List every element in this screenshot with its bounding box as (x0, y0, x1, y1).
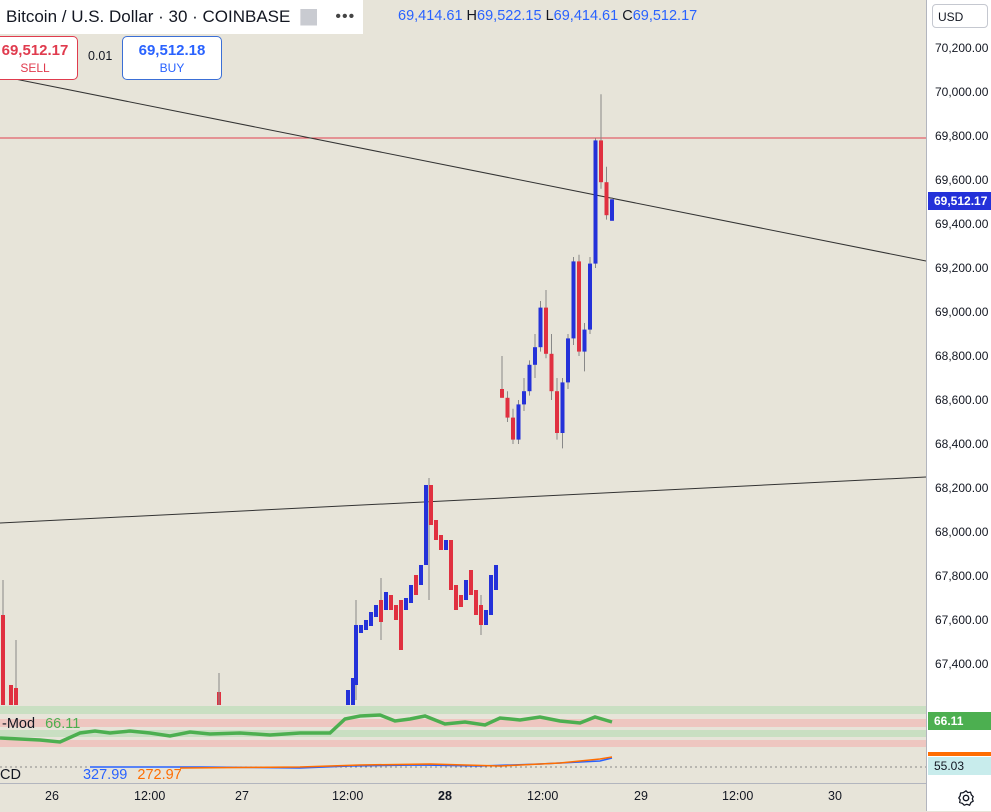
candle-body (522, 391, 526, 405)
price-tick: 69,800.00 (935, 129, 989, 143)
ohlc-low: 69,414.61 (553, 8, 619, 24)
more-dots-icon[interactable]: ••• (335, 8, 356, 25)
price-tick: 68,000.00 (935, 525, 989, 539)
ohlc-close-label: C (622, 8, 633, 24)
time-tick: 27 (235, 789, 249, 803)
last-price-label: 69,512.17 (928, 192, 991, 210)
symbol-legend[interactable]: Bitcoin / U.S. Dollar · 30 · COINBASE ••… (0, 0, 364, 34)
time-tick: 29 (634, 789, 648, 803)
candle-body (544, 307, 548, 354)
price-tick: 69,400.00 (935, 217, 989, 231)
indicator-1-line (0, 713, 613, 744)
ohlc-close: 69,512.17 (632, 8, 698, 24)
candle-body (610, 199, 614, 221)
time-tick: 12:00 (722, 789, 754, 803)
candle-body (555, 391, 559, 433)
candles-recent (500, 94, 614, 449)
candle-body (588, 263, 592, 330)
indicator-1-name: -Mod (2, 716, 36, 732)
indicator-2-name: CD (0, 767, 21, 783)
candle-body (538, 307, 543, 348)
time-tick: 12:00 (134, 789, 166, 803)
candle-body (577, 261, 581, 352)
indicator-1-legend[interactable]: -Mod 66.11 (2, 716, 80, 732)
spread-value: 0.01 (88, 49, 113, 63)
candle-body (516, 404, 521, 440)
symbol-title: Bitcoin / U.S. Dollar · 30 · COINBASE (6, 7, 291, 26)
indicator-pane-2 (0, 756, 926, 769)
upper-trend-line[interactable] (0, 75, 926, 262)
candle-body (593, 140, 598, 264)
candle-body (533, 347, 537, 365)
price-tick: 68,800.00 (935, 349, 989, 363)
currency-selector[interactable]: USD (932, 4, 988, 28)
time-tick: 30 (828, 789, 842, 803)
price-tick: 67,600.00 (935, 613, 989, 627)
price-tick: 68,400.00 (935, 437, 989, 451)
indicator-1-axis-label: 66.11 (928, 712, 991, 730)
candle-body (560, 382, 565, 433)
candle-body (549, 353, 554, 392)
sell-label: SELL (20, 61, 50, 75)
flag-icon[interactable] (300, 8, 318, 26)
sell-button[interactable]: 69,512.17 SELL (0, 36, 78, 80)
candle-body (599, 140, 603, 183)
price-tick: 67,400.00 (935, 657, 989, 671)
candle-body (566, 338, 570, 383)
time-tick: 12:00 (332, 789, 364, 803)
lower-trend-line[interactable] (0, 476, 926, 524)
indicator-pane-1 (0, 706, 926, 747)
candles-background (1, 478, 498, 705)
buy-button[interactable]: 69,512.18 BUY (122, 36, 222, 80)
price-tick: 69,600.00 (935, 173, 989, 187)
price-tick: 70,000.00 (935, 85, 989, 99)
ohlc-high: 69,522.15 (477, 8, 542, 24)
candle-body (582, 329, 587, 352)
price-tick: 68,600.00 (935, 393, 989, 407)
ohlc-values: 69,414.61 H69,522.15 L69,414.61 C69,512.… (398, 8, 697, 24)
indicator-1-value: 66.11 (45, 716, 81, 732)
buy-price: 69,512.18 (138, 42, 206, 59)
indicator-2-axis-marker (928, 752, 991, 756)
price-tick: 69,000.00 (935, 305, 989, 319)
price-chart[interactable] (0, 0, 926, 811)
indicator-2-value-2: 272.97 (137, 767, 182, 783)
sell-price: 69,512.17 (1, 42, 69, 59)
time-tick: 12:00 (527, 789, 559, 803)
candle-body (500, 389, 504, 398)
ohlc-high-label: H (466, 8, 478, 24)
gear-icon[interactable] (957, 789, 975, 807)
price-tick: 70,200.00 (935, 41, 989, 55)
time-tick: 28 (438, 789, 452, 803)
price-tick: 68,200.00 (935, 481, 989, 495)
time-axis[interactable] (0, 783, 926, 812)
candle-body (604, 182, 609, 216)
candle-body (527, 364, 532, 392)
indicator-2-value-1: 327.99 (82, 767, 128, 783)
price-tick: 69,200.00 (935, 261, 989, 275)
price-axis[interactable] (926, 0, 991, 811)
candle-body (505, 397, 510, 418)
time-tick: 26 (45, 789, 59, 803)
price-tick: 67,800.00 (935, 569, 989, 583)
ohlc-open: 69,414.61 (398, 8, 463, 24)
ohlc-low-label: L (545, 8, 554, 24)
candle-body (511, 417, 515, 440)
buy-label: BUY (159, 61, 185, 75)
indicator-2-axis-label: 55.03 (928, 757, 991, 775)
indicator-2-legend[interactable]: CD 327.99 272.97 (0, 767, 182, 783)
candle-body (571, 261, 576, 339)
